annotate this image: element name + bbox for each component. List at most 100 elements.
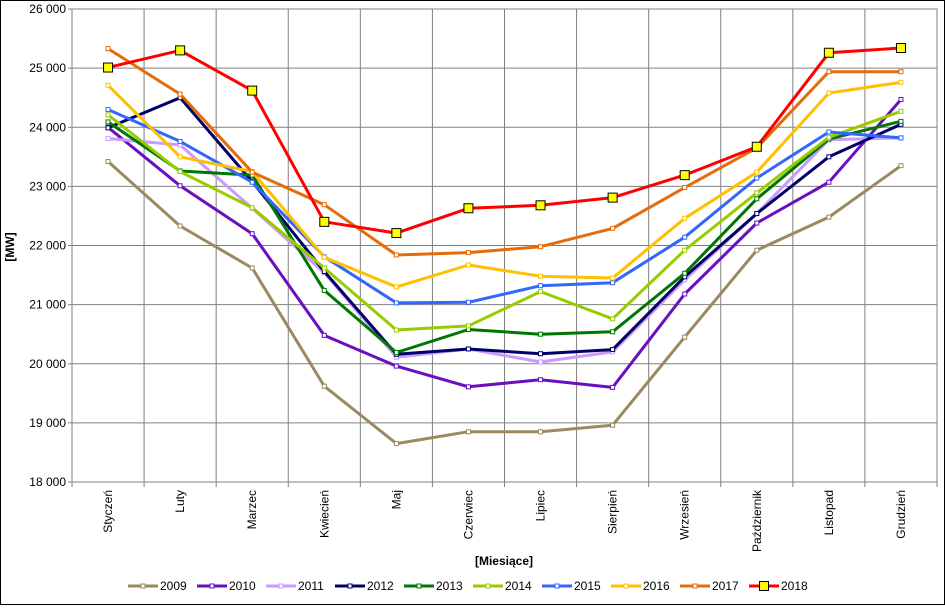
data-point: [465, 346, 471, 352]
data-point: [538, 331, 544, 337]
legend-label: 2018: [781, 579, 808, 593]
data-point: [754, 175, 760, 181]
data-point: [393, 252, 399, 258]
data-point: [538, 273, 544, 279]
data-point: [754, 196, 760, 202]
y-tick-label: 19 000: [29, 416, 66, 430]
data-point: [321, 202, 327, 208]
data-point: [177, 169, 183, 175]
data-point: [105, 135, 111, 141]
legend-item-2009: 2009: [128, 579, 187, 593]
data-point: [898, 96, 904, 102]
data-point: [610, 384, 616, 390]
data-point: [249, 231, 255, 237]
legend-item-2014: 2014: [473, 579, 532, 593]
legend-swatch-marker: [554, 583, 560, 589]
legend-label: 2013: [436, 579, 463, 593]
series-line: [106, 160, 902, 446]
series-2015: [105, 107, 904, 306]
data-point: [465, 323, 471, 329]
data-point: [610, 275, 616, 281]
series-2014: [105, 108, 904, 333]
data-point: [105, 82, 111, 88]
y-tick-label: 24 000: [29, 120, 66, 134]
legend-swatch-marker: [416, 583, 422, 589]
data-point: [898, 79, 904, 85]
y-axis-ticks: 18 000 19 000 20 000 21 000 22 000 23 000 24 0…: [29, 2, 72, 489]
y-tick-label: 23 000: [29, 179, 66, 193]
data-point: [751, 141, 762, 152]
data-point: [321, 265, 327, 271]
data-point: [898, 108, 904, 114]
y-tick-label: 22 000: [29, 239, 66, 253]
legend-swatch-marker: [209, 583, 215, 589]
data-point: [682, 215, 688, 221]
data-point: [247, 85, 258, 96]
data-point: [105, 159, 111, 165]
data-point: [754, 190, 760, 196]
data-point: [177, 223, 183, 229]
legend-label: 2017: [712, 579, 739, 593]
legend-swatch-marker: [278, 583, 284, 589]
data-point: [393, 363, 399, 369]
data-point: [682, 334, 688, 340]
legend-item-2010: 2010: [197, 579, 256, 593]
data-point: [535, 200, 546, 211]
data-point: [538, 283, 544, 289]
x-axis-ticks: Styczeń Luty Marzec Kwiecień Maj Czerwiec Lipi…: [71, 482, 938, 552]
data-point: [826, 154, 832, 160]
data-point: [607, 192, 618, 203]
data-point: [754, 169, 760, 175]
data-point: [538, 377, 544, 383]
x-tick-label: Czerwiec: [461, 490, 475, 539]
data-point: [754, 247, 760, 253]
data-point: [538, 429, 544, 435]
series-2018: [103, 43, 906, 239]
data-point: [679, 170, 690, 181]
legend-label: 2016: [643, 579, 670, 593]
data-point: [826, 69, 832, 75]
x-tick-label: Sierpień: [606, 490, 620, 534]
data-point: [610, 422, 616, 428]
data-point: [826, 90, 832, 96]
data-point: [393, 327, 399, 333]
x-tick-label: Styczeń: [101, 490, 115, 533]
series-line: [107, 46, 902, 235]
data-point: [682, 270, 688, 276]
data-point: [465, 429, 471, 435]
y-tick-label: 20 000: [29, 357, 66, 371]
data-point: [682, 247, 688, 253]
data-point: [826, 214, 832, 220]
legend-swatch-marker: [623, 583, 629, 589]
data-point: [610, 225, 616, 231]
data-point: [826, 179, 832, 185]
x-axis-title: [Miesiące]: [475, 554, 533, 568]
data-point: [177, 183, 183, 189]
series-line: [107, 98, 903, 389]
series-line: [106, 80, 902, 289]
data-point: [463, 203, 474, 214]
data-point: [898, 118, 904, 124]
data-point: [393, 284, 399, 290]
legend-item-2013: 2013: [404, 579, 463, 593]
legend-label: 2011: [298, 579, 324, 593]
series-lines: [103, 43, 906, 447]
y-tick-label: 21 000: [29, 298, 66, 312]
legend-label: 2012: [367, 579, 394, 593]
data-point: [177, 154, 183, 160]
data-point: [682, 185, 688, 191]
data-point: [826, 129, 832, 135]
data-point: [105, 119, 111, 125]
data-point: [177, 91, 183, 97]
data-point: [895, 43, 906, 54]
legend-swatch-marker: [692, 583, 698, 589]
legend-label: 2009: [160, 579, 187, 593]
series-line: [107, 47, 901, 257]
data-point: [393, 350, 399, 356]
data-point: [465, 384, 471, 390]
data-point: [754, 211, 760, 217]
legend-item-2015: 2015: [542, 579, 601, 593]
data-point: [538, 244, 544, 250]
series-line: [107, 136, 902, 364]
